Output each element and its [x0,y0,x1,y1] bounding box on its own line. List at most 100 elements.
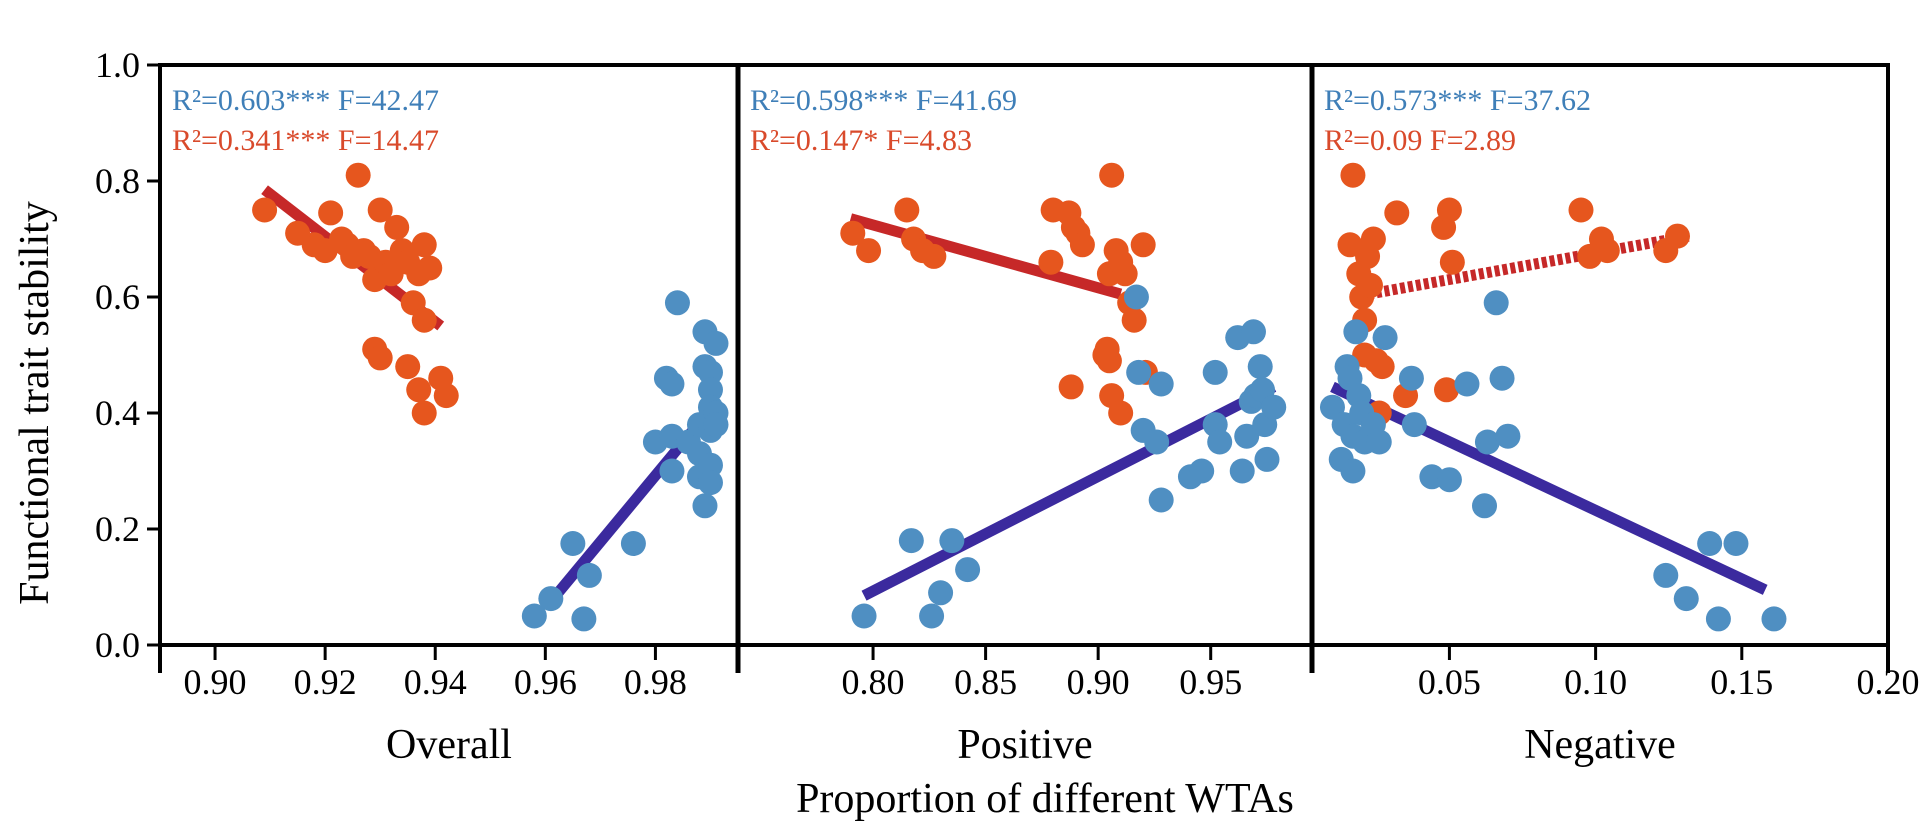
x-tick-label: 0.90 [1067,662,1130,702]
x-tick-label: 0.85 [954,662,1017,702]
blue-data-point [1126,359,1152,385]
orange-data-point [1369,354,1395,380]
orange-data-point [1069,232,1095,258]
orange-data-point [433,383,459,409]
blue-data-point [521,603,547,629]
blue-data-point [1207,429,1233,455]
orange-data-point [1436,197,1462,223]
blue-data-point [697,470,723,496]
orange-data-point [1099,162,1125,188]
orange-data-point [1433,377,1459,403]
blue-data-point [1372,325,1398,351]
panel-frames-layer [158,63,1890,673]
blue-data-point [697,377,723,403]
blue-data-point [919,603,945,629]
blue-data-point [1229,458,1255,484]
orange-data-point [1112,261,1138,287]
orange-data-point [1094,336,1120,362]
blue-data-point [1123,284,1149,310]
y-tick-label: 1.0 [95,45,140,85]
y-tick-label: 0.6 [95,277,140,317]
orange-data-point [411,232,437,258]
blue-data-point [703,330,729,356]
orange-data-point [411,400,437,426]
blue-data-point [620,531,646,556]
blue-data-point [571,606,597,632]
orange-data-point [1058,374,1084,400]
panel-label: Overall [386,722,512,768]
red-stat-text: R²=0.09 F=2.89 [1324,124,1516,157]
x-tick-label: 0.95 [1179,662,1242,702]
y-tick-label: 0.8 [95,161,140,201]
blue-data-point [1398,365,1424,391]
red-fit-line [1351,230,1691,303]
blue-data-point [538,586,564,612]
orange-data-point [1384,200,1410,226]
x-tick-label: 0.90 [184,662,247,702]
fit-lines-layer [261,185,1768,606]
blue-data-point [939,528,965,554]
orange-data-point [840,220,866,246]
orange-data-point [1340,162,1366,188]
blue-data-point [1144,429,1170,455]
orange-data-point [345,162,371,188]
blue-data-point [1189,458,1215,484]
red-fit-line [849,213,1123,300]
orange-data-point [1568,197,1594,223]
orange-data-point [1130,232,1156,258]
orange-data-point [1664,223,1690,249]
orange-data-point [1108,400,1134,426]
blue-data-point [928,580,954,606]
blue-data-point [659,458,685,484]
blue-data-point [1474,429,1500,455]
blue-data-point [703,412,729,438]
blue-data-point [1761,606,1787,632]
orange-data-point [1121,307,1147,333]
blue-data-point [1343,319,1369,345]
blue-data-point [576,562,602,588]
blue-stat-text: R²=0.573*** F=37.62 [1324,84,1591,117]
orange-data-point [252,197,278,223]
orange-data-point [1439,249,1465,275]
orange-data-point [921,243,947,269]
blue-data-point [1254,446,1280,472]
blue-data-point [1495,423,1521,449]
x-tick-label: 0.96 [514,662,577,702]
blue-data-point [1436,467,1462,493]
x-axis-title: Proportion of different WTAs [796,776,1294,822]
blue-data-point [1653,562,1679,588]
blue-data-point [1705,606,1731,632]
blue-data-point [898,528,924,554]
orange-data-point [856,238,882,264]
blue-stat-text: R²=0.603*** F=42.47 [172,84,439,117]
blue-data-point [1366,429,1392,455]
x-tick-label: 0.15 [1710,662,1773,702]
orange-data-point [1594,238,1620,264]
blue-data-point [1489,365,1515,391]
blue-data-point [560,531,586,556]
blue-data-point [1483,290,1509,316]
orange-data-point [1357,272,1383,298]
x-tick-label: 0.10 [1564,662,1627,702]
blue-data-point [1454,371,1480,397]
y-tick-label: 0.2 [95,509,140,549]
blue-data-point [1234,423,1260,449]
panel-label: Negative [1524,722,1676,768]
blue-data-point [697,359,723,385]
orange-data-point [395,354,421,380]
orange-data-point [411,307,437,333]
axes-layer [147,63,1890,660]
orange-data-point [384,214,410,240]
blue-data-point [1723,531,1749,556]
x-tick-label: 0.20 [1857,662,1920,702]
blue-data-point [697,452,723,478]
blue-data-point [692,493,718,519]
panel-label: Positive [957,722,1092,768]
y-axis-title: Functional trait stability [12,201,58,605]
orange-data-point [1038,249,1064,275]
red-stat-text: R²=0.147* F=4.83 [750,124,972,157]
orange-data-point [1360,226,1386,252]
blue-fit-line [1330,381,1768,595]
blue-data-point [1340,458,1366,484]
